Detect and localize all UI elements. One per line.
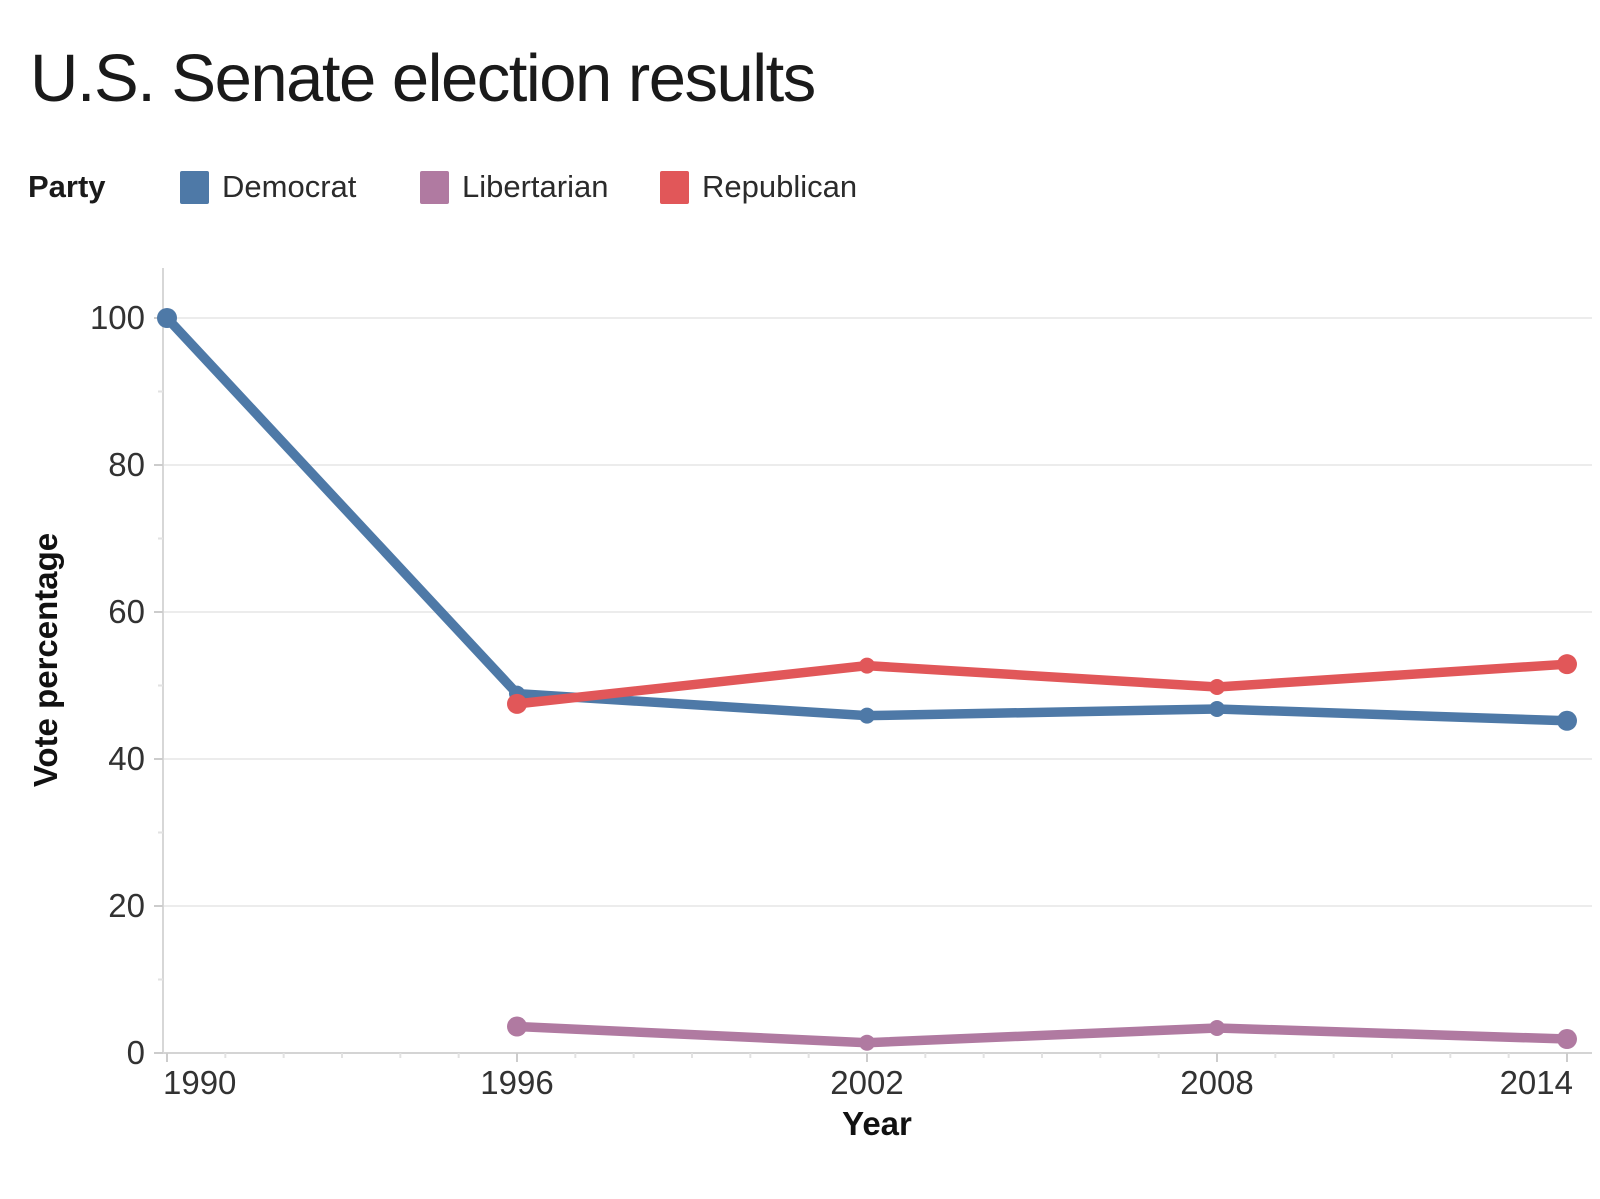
data-point [157,308,177,328]
data-point [1208,678,1225,695]
page-title: U.S. Senate election results [30,41,816,116]
legend-label-libertarian: Libertarian [462,169,609,204]
legend-item-libertarian[interactable]: Libertarian [420,168,608,206]
republican-swatch-icon [660,170,689,204]
svg-text:40: 40 [108,740,145,777]
data-point [1556,1029,1577,1050]
data-point [1208,1020,1225,1037]
svg-text:2002: 2002 [830,1064,903,1101]
series-line-republican[interactable] [506,654,1577,714]
svg-text:20: 20 [108,887,145,924]
data-point [1556,710,1577,731]
data-point [506,1016,527,1037]
svg-text:1990: 1990 [163,1064,236,1101]
svg-text:2014: 2014 [1500,1064,1573,1101]
svg-text:1996: 1996 [480,1064,553,1101]
legend: Party Democrat Libertarian Republican [0,168,1600,208]
tick-marks [154,317,1568,1062]
gridlines [163,317,1592,1054]
svg-text:80: 80 [108,446,145,483]
data-point [858,1034,875,1051]
data-point [506,693,527,714]
legend-item-republican[interactable]: Republican [660,168,857,206]
data-point [1208,701,1225,718]
legend-item-democrat[interactable]: Democrat [180,168,356,206]
legend-title: Party [28,169,106,204]
democrat-swatch-icon [180,170,209,204]
legend-label-democrat: Democrat [222,169,357,204]
svg-text:100: 100 [90,299,145,336]
data-point [858,707,875,724]
y-axis-title: Vote percentage [27,532,64,788]
series-line-libertarian[interactable] [506,1016,1577,1051]
svg-text:60: 60 [108,593,145,630]
x-tick-labels: 1990 1996 2002 2008 2014 [163,1064,1573,1101]
x-axis-title: Year [842,1105,912,1142]
y-tick-labels: 0 20 40 60 80 100 [90,299,145,1071]
data-point [858,657,875,674]
legend-label-republican: Republican [702,169,858,204]
data-point [1556,654,1577,675]
svg-text:2008: 2008 [1180,1064,1253,1101]
libertarian-swatch-icon [420,170,449,204]
svg-text:0: 0 [127,1034,145,1071]
